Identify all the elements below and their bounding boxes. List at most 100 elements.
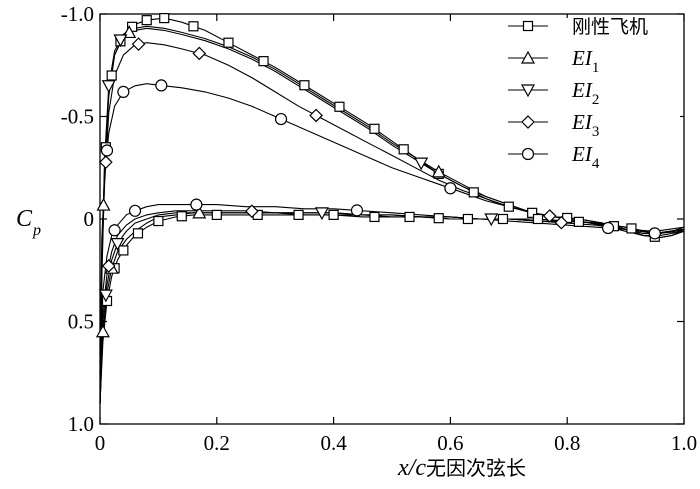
legend-label-main: EI xyxy=(571,46,593,70)
series-2-marker-upper xyxy=(96,197,111,211)
series-5-marker-lower xyxy=(350,204,364,217)
series-line-1-lower xyxy=(99,214,685,404)
legend-label-sub: 3 xyxy=(592,124,600,140)
legend-label: EI1 xyxy=(571,46,599,76)
y-tick-label: 1.0 xyxy=(68,412,94,436)
x-tick-label: 0.8 xyxy=(554,431,580,455)
x-tick-label: 0 xyxy=(95,431,106,455)
legend-label-sub: 1 xyxy=(592,60,600,76)
series-5-marker-lower xyxy=(601,221,615,235)
series-1-marker-lower xyxy=(211,209,222,220)
series-line-3-lower xyxy=(99,212,685,404)
x-axis-title: x/c无因次弦长 xyxy=(397,455,526,481)
series-line-2-lower xyxy=(99,212,685,404)
legend-item-5: EI4 xyxy=(508,142,600,172)
series-1-marker-lower xyxy=(118,245,129,256)
series-3-marker-lower xyxy=(484,213,499,227)
y-tick-label: -0.5 xyxy=(61,105,94,129)
y-tick-label: 0 xyxy=(84,207,95,231)
series-4-marker-lower xyxy=(101,259,116,273)
series-5-marker-upper xyxy=(155,79,168,92)
series-5-marker-upper xyxy=(444,182,457,195)
series-line-5-lower xyxy=(99,204,685,373)
series-1-marker-lower xyxy=(328,209,339,220)
series-3-marker-upper xyxy=(101,80,116,94)
legend-item-1: 刚性飞机 xyxy=(508,16,648,38)
series-5-marker-upper xyxy=(117,85,130,99)
legend-swatch-marker xyxy=(520,84,536,98)
series-1-marker-upper xyxy=(159,13,170,24)
series-1-marker-upper xyxy=(503,201,514,212)
series-1-marker-lower xyxy=(532,213,544,225)
axis-ticks: 0 0.2 0.4 0.6 0.8 1.0 -1.0 -0.5 0 0.5 1.0 xyxy=(61,2,697,455)
legend-item-3: EI2 xyxy=(508,78,599,108)
series-5-marker-upper xyxy=(100,144,114,157)
series-5-marker-lower xyxy=(128,204,142,217)
series-2-marker-lower xyxy=(95,324,110,338)
series-line-4-lower xyxy=(99,210,685,404)
legend-label-main: EI xyxy=(571,110,593,134)
series-2-marker-lower xyxy=(192,205,207,219)
legend-item-4: EI3 xyxy=(508,110,599,140)
series-1-marker-upper xyxy=(188,21,199,32)
series-1-marker-upper xyxy=(258,56,269,67)
series-1-marker-upper xyxy=(369,123,380,134)
series-1-marker-upper xyxy=(299,80,310,91)
series-4-marker-upper xyxy=(192,46,207,61)
series-4-marker-upper xyxy=(131,37,146,51)
series-1-marker-upper xyxy=(468,187,479,198)
y-tick-label: -1.0 xyxy=(61,2,94,26)
x-tick-label: 0.2 xyxy=(204,431,230,455)
legend-swatch-marker xyxy=(522,20,534,32)
series-1-marker-lower xyxy=(404,211,415,223)
series-4-marker-lower xyxy=(244,204,259,219)
series-3-marker-upper xyxy=(113,34,128,48)
legend-label-main: EI xyxy=(571,142,593,166)
series-5-marker-upper xyxy=(648,227,661,240)
legend-swatch-marker xyxy=(521,115,535,129)
legend-label: EI3 xyxy=(571,110,599,140)
series-1-marker-upper xyxy=(223,37,234,48)
series-1-marker-upper xyxy=(527,207,538,218)
x-axis-title-italic: x/c xyxy=(397,455,426,481)
series-4-marker-lower xyxy=(554,215,569,230)
series-3-marker-upper xyxy=(414,157,429,171)
series-1-marker-upper xyxy=(141,15,152,26)
legend-label-main: 刚性飞机 xyxy=(572,16,648,38)
x-tick-label: 0.4 xyxy=(320,431,347,455)
series-1-marker-lower xyxy=(626,223,637,234)
series-1-marker-upper xyxy=(398,144,409,155)
x-axis-title-cn: 无因次弦长 xyxy=(426,456,526,480)
legend-label: EI2 xyxy=(571,78,599,108)
series-1-marker-lower xyxy=(176,211,187,222)
series-4-marker-upper xyxy=(98,155,113,170)
series-1-marker-lower xyxy=(369,211,380,223)
y-axis-title-main: C xyxy=(16,206,33,232)
y-tick-label: 0.5 xyxy=(68,310,94,334)
series-3-marker-lower xyxy=(314,207,329,221)
series-1-marker-lower xyxy=(462,213,474,225)
series-5-marker-lower xyxy=(190,198,203,211)
series-3-marker-lower xyxy=(110,238,125,251)
series-markers xyxy=(95,13,661,338)
x-tick-label: 0.6 xyxy=(437,431,463,455)
y-axis-title: Cp xyxy=(16,206,41,239)
series-1-marker-upper xyxy=(106,70,117,81)
series-1-marker-lower xyxy=(497,213,509,225)
series-3-marker-lower xyxy=(98,289,113,303)
legend-item-2: EI1 xyxy=(508,46,599,76)
series-5-marker-lower xyxy=(108,224,121,237)
x-tick-label: 1.0 xyxy=(671,431,697,455)
legend-label: 刚性飞机 xyxy=(572,16,648,38)
series-4-marker-upper xyxy=(309,108,323,123)
y-axis-title-sub: p xyxy=(32,222,41,239)
legend-swatch-marker xyxy=(521,147,535,161)
series-1-marker-upper xyxy=(334,101,345,112)
legend-label-sub: 2 xyxy=(592,92,600,108)
legend-label: EI4 xyxy=(571,142,600,172)
series-2-marker-upper xyxy=(431,164,446,178)
series-1-marker-lower xyxy=(573,216,584,227)
